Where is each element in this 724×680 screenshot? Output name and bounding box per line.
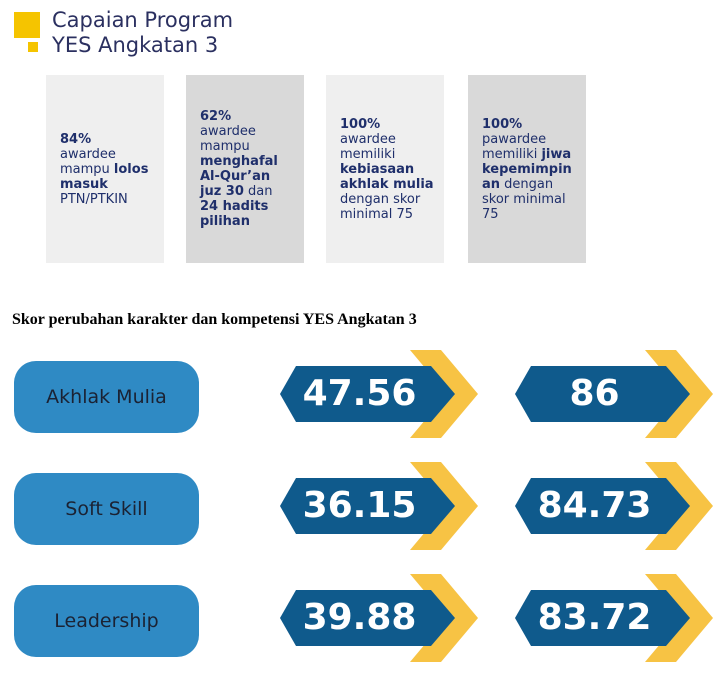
card-line: an dengan — [482, 177, 586, 192]
card-text: memiliki — [340, 146, 396, 162]
card-text: lolos — [113, 161, 149, 177]
card-text: menghafal — [200, 154, 278, 169]
card-text: pilihan — [200, 214, 250, 229]
card: 62% awardee mampu menghafal Al-Qur’an juz 30 … — [186, 75, 304, 263]
card-line: 100% — [340, 117, 444, 132]
card-text: PTN/PTKIN — [60, 191, 128, 207]
card-line: 75 — [482, 207, 586, 222]
badge-value: 86 — [569, 373, 619, 414]
card-line: pawardee — [482, 132, 586, 147]
card-text: 75 — [482, 206, 499, 222]
chevron — [645, 462, 713, 550]
card-text: an — [482, 176, 501, 192]
card-text: 62% — [200, 109, 232, 124]
row-label: Leadership — [14, 585, 199, 657]
badge-value: 47.56 — [303, 373, 417, 414]
chevron — [645, 350, 713, 438]
card-line: memiliki — [340, 147, 444, 162]
badge — [280, 478, 455, 534]
card-text: dengan skor — [340, 191, 421, 207]
card: 100% awardee memiliki kebiasaan akhlak mulia… — [326, 75, 444, 263]
card-line: awardee — [200, 124, 304, 139]
card-text: 24 hadits — [200, 199, 269, 214]
title: Capaian Program YES Angkatan 3 — [52, 8, 233, 58]
chevron — [410, 350, 478, 438]
card-text: kebiasaan — [340, 161, 415, 177]
badge-value: 39.88 — [303, 597, 417, 638]
card-line: 62% — [200, 109, 304, 124]
badges: 47.56 86 36.15 84.73 39.88 83.72 — [280, 350, 713, 662]
card-line: 24 hadits — [200, 199, 304, 214]
card: 84% awardee mampu lolos masuk PTN/PTKIN — [46, 75, 164, 263]
card-text: Al-Qur’an — [200, 169, 271, 184]
card-line: menghafal — [200, 154, 304, 169]
card-line: awardee — [340, 132, 444, 147]
card-text: memiliki — [482, 146, 542, 162]
card-text: akhlak mulia — [340, 176, 434, 192]
chevron — [410, 462, 478, 550]
card: 100% pawardee memiliki jiwa kepemimpin an de… — [468, 75, 586, 263]
row-label: Akhlak Mulia — [14, 361, 199, 433]
badge — [515, 478, 690, 534]
card-line: awardee — [60, 147, 164, 162]
row-label: Soft Skill — [14, 473, 199, 545]
card-text: kepemimpin — [482, 161, 572, 177]
card-text: skor minimal — [482, 191, 566, 207]
card-text: awardee — [340, 131, 396, 147]
badge — [515, 590, 690, 646]
card-line: dengan skor — [340, 192, 444, 207]
logo — [14, 12, 40, 52]
card-text: jiwa — [541, 146, 572, 162]
card-text: pawardee — [482, 131, 547, 147]
card-text: 100% — [340, 116, 381, 132]
badge-value: 83.72 — [538, 597, 652, 638]
chevron — [645, 574, 713, 662]
card-text: awardee — [200, 124, 256, 139]
title-line: Capaian Program — [52, 8, 234, 32]
card-text: dengan — [500, 176, 554, 192]
card-text: juz 30 — [200, 184, 244, 199]
card-line: juz 30 dan — [200, 184, 304, 199]
card-line: 84% — [60, 132, 164, 147]
card-line: 100% — [482, 117, 586, 132]
section-heading: Skor perubahan karakter dan kompetensi Y… — [12, 311, 417, 328]
badge-value: 84.73 — [538, 485, 652, 526]
badge — [280, 590, 455, 646]
title-line: YES Angkatan 3 — [52, 33, 219, 57]
card-text: mampu — [60, 161, 114, 177]
card-line: memiliki jiwa — [482, 147, 586, 162]
badge-value: 36.15 — [303, 485, 417, 526]
card-line: mampu — [200, 139, 304, 154]
badge — [280, 366, 455, 422]
card-line: mampu lolos — [60, 162, 164, 177]
badge — [515, 366, 690, 422]
chevron — [410, 574, 478, 662]
card-line: PTN/PTKIN — [60, 192, 164, 207]
card-text: minimal 75 — [340, 206, 414, 222]
card-line: kebiasaan — [340, 162, 444, 177]
card-line: masuk — [60, 177, 164, 192]
card-line: akhlak mulia — [340, 177, 444, 192]
card-text: masuk — [60, 176, 108, 192]
card-text: 84% — [60, 131, 92, 147]
card-line: Al-Qur’an — [200, 169, 304, 184]
card-line: kepemimpin — [482, 162, 586, 177]
card-text: mampu — [200, 139, 250, 154]
card-text: awardee — [60, 146, 116, 162]
card-text: 100% — [482, 116, 523, 132]
card-text: dan — [243, 184, 273, 199]
card-line: minimal 75 — [340, 207, 444, 222]
card-line: pilihan — [200, 214, 304, 229]
card-line: skor minimal — [482, 192, 586, 207]
